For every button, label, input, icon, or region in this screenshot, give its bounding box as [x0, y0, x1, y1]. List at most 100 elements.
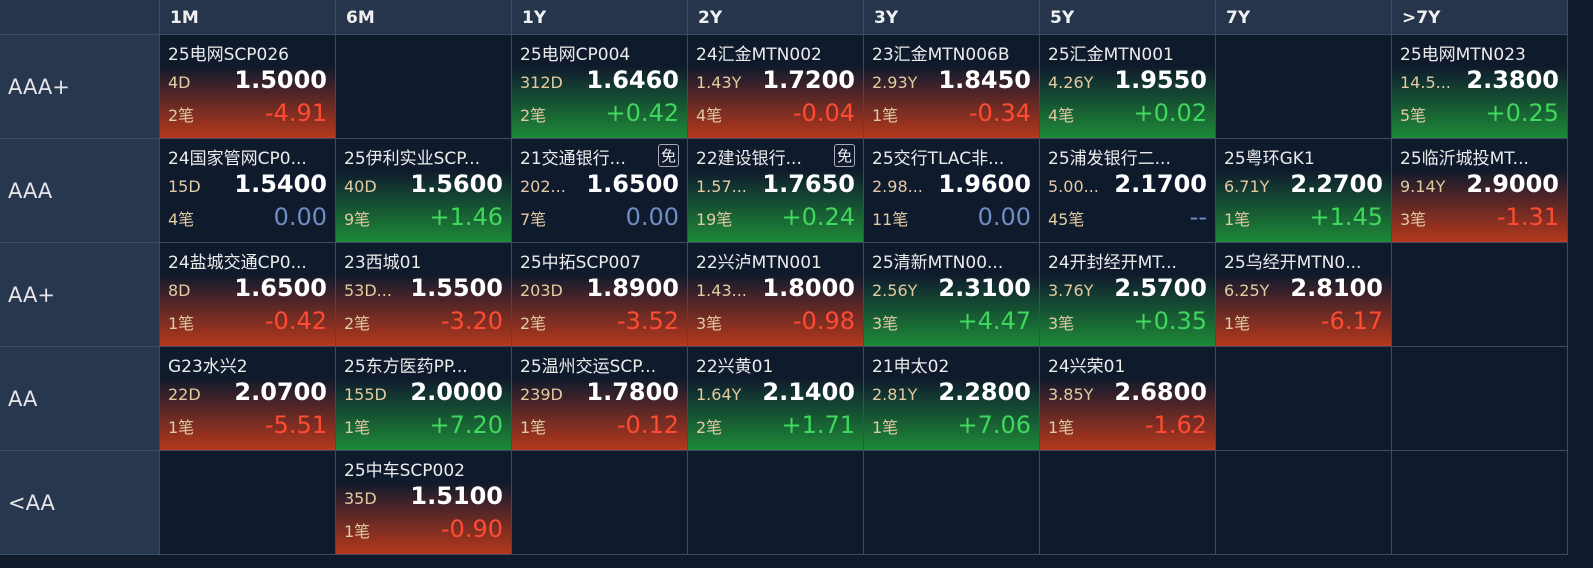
bond-cell[interactable]: 25电网CP004 312D 1.6460 2笔 +0.42	[512, 35, 688, 139]
change-line: 1笔 -6.17	[1224, 307, 1383, 340]
term: 40D	[344, 177, 377, 196]
bond-cell[interactable]: 21申太02 2.81Y 2.2800 1笔 +7.06	[864, 347, 1040, 451]
price-line: 312D 1.6460	[520, 66, 679, 99]
deal-count: 11笔	[872, 210, 909, 229]
bond-cell[interactable]: 22兴黄01 1.64Y 2.1400 2笔 +1.71	[688, 347, 864, 451]
bond-cell[interactable]: 25电网SCP026 4D 1.5000 2笔 -4.91	[160, 35, 336, 139]
deal-count: 3笔	[1400, 210, 1427, 229]
row-label: AAA	[0, 139, 160, 243]
bond-cell[interactable]: 25临沂城投MT... 9.14Y 2.9000 3笔 -1.31	[1392, 139, 1568, 243]
deal-count: 7笔	[520, 210, 547, 229]
bond-cell[interactable]: 21交通银行... 免 202... 1.6500 7笔 0.00	[512, 139, 688, 243]
row-label: AAA+	[0, 35, 160, 139]
deal-count: 4笔	[168, 210, 195, 229]
change: +0.35	[1133, 307, 1207, 335]
term: 1.64Y	[696, 385, 742, 404]
price: 1.7800	[586, 378, 679, 406]
deal-count: 4笔	[1048, 106, 1075, 125]
price-line: 40D 1.5600	[344, 170, 503, 203]
change: +0.02	[1133, 99, 1207, 127]
deal-count: 45笔	[1048, 210, 1085, 229]
bond-name: 23西城01	[344, 253, 422, 273]
bond-cell[interactable]: 23西城01 53D... 1.5500 2笔 -3.20	[336, 243, 512, 347]
bond-cell[interactable]: G23水兴2 22D 2.0700 1笔 -5.51	[160, 347, 336, 451]
price-line: 8D 1.6500	[168, 274, 327, 307]
row-label: AA+	[0, 243, 160, 347]
bond-cell[interactable]: 25东方医药PP... 155D 2.0000 1笔 +7.20	[336, 347, 512, 451]
bond-cell[interactable]: 22建设银行... 免 1.57... 1.7650 19笔 +0.24	[688, 139, 864, 243]
bond-name: 25伊利实业SCP...	[344, 149, 481, 169]
bond-cell[interactable]: 24国家管网CP0... 15D 1.5400 4笔 0.00	[160, 139, 336, 243]
bond-name: 25中拓SCP007	[520, 253, 641, 273]
price: 2.3100	[938, 274, 1031, 302]
bond-cell[interactable]: 25电网MTN023 14.5... 2.3800 5笔 +0.25	[1392, 35, 1568, 139]
price-line: 2.56Y 2.3100	[872, 274, 1031, 307]
empty-cell	[1392, 451, 1568, 555]
price: 1.9550	[1114, 66, 1207, 94]
bond-cell[interactable]: 24兴荣01 3.85Y 2.6800 1笔 -1.62	[1040, 347, 1216, 451]
bond-cell[interactable]: 24开封经开MT... 3.76Y 2.5700 3笔 +0.35	[1040, 243, 1216, 347]
row-label: AA	[0, 347, 160, 451]
price: 2.1700	[1114, 170, 1207, 198]
term: 2.81Y	[872, 385, 918, 404]
bond-cell[interactable]: 22兴泸MTN001 1.43... 1.8000 3笔 -0.98	[688, 243, 864, 347]
bond-name: 22兴黄01	[696, 357, 774, 377]
bond-name: G23水兴2	[168, 357, 248, 377]
change-line: 3笔 -1.31	[1400, 203, 1559, 236]
bond-name: 25电网SCP026	[168, 45, 289, 65]
price-line: 1.43... 1.8000	[696, 274, 855, 307]
column-header: 6M	[336, 0, 512, 35]
price-line: 2.81Y 2.2800	[872, 378, 1031, 411]
bond-cell[interactable]: 25汇金MTN001 4.26Y 1.9550 4笔 +0.02	[1040, 35, 1216, 139]
bond-cell[interactable]: 25温州交运SCP... 239D 1.7800 1笔 -0.12	[512, 347, 688, 451]
deal-count: 2笔	[168, 106, 195, 125]
price: 1.8000	[762, 274, 855, 302]
change-line: 7笔 0.00	[520, 203, 679, 236]
deal-count: 1笔	[344, 522, 371, 541]
deal-count: 1笔	[168, 418, 195, 437]
bond-cell[interactable]: 25粤环GK1 6.71Y 2.2700 1笔 +1.45	[1216, 139, 1392, 243]
bond-name: 21申太02	[872, 357, 950, 377]
price-line: 203D 1.8900	[520, 274, 679, 307]
term: 312D	[520, 73, 563, 92]
term: 2.93Y	[872, 73, 918, 92]
deal-count: 1笔	[168, 314, 195, 333]
price-line: 1.64Y 2.1400	[696, 378, 855, 411]
term: 8D	[168, 281, 191, 300]
price: 1.5500	[410, 274, 503, 302]
change-line: 1笔 +1.45	[1224, 203, 1383, 236]
bond-cell[interactable]: 25中车SCP002 35D 1.5100 1笔 -0.90	[336, 451, 512, 555]
bond-cell[interactable]: 25浦发银行二... 5.00... 2.1700 45笔 --	[1040, 139, 1216, 243]
change-line: 3笔 -0.98	[696, 307, 855, 340]
change-line: 1笔 +7.20	[344, 411, 503, 444]
bond-name: 25粤环GK1	[1224, 149, 1315, 169]
bond-cell[interactable]: 25中拓SCP007 203D 1.8900 2笔 -3.52	[512, 243, 688, 347]
bond-cell[interactable]: 24盐城交通CP0... 8D 1.6500 1笔 -0.42	[160, 243, 336, 347]
bond-name: 25清新MTN00...	[872, 253, 1004, 273]
price: 1.6500	[586, 170, 679, 198]
price-line: 9.14Y 2.9000	[1400, 170, 1559, 203]
change-line: 2笔 -3.20	[344, 307, 503, 340]
bond-cell[interactable]: 24汇金MTN002 1.43Y 1.7200 4笔 -0.04	[688, 35, 864, 139]
deal-count: 2笔	[344, 314, 371, 333]
change-line: 1笔 -1.62	[1048, 411, 1207, 444]
bond-name: 25电网CP004	[520, 45, 631, 65]
change: -0.98	[792, 307, 855, 335]
bond-cell[interactable]: 25伊利实业SCP... 40D 1.5600 9笔 +1.46	[336, 139, 512, 243]
change: +0.25	[1485, 99, 1559, 127]
change: -4.91	[264, 99, 327, 127]
empty-cell	[512, 451, 688, 555]
bond-name: 25中车SCP002	[344, 461, 465, 481]
price: 1.6500	[234, 274, 327, 302]
column-header: >7Y	[1392, 0, 1568, 35]
change: -0.42	[264, 307, 327, 335]
bond-cell[interactable]: 25清新MTN00... 2.56Y 2.3100 3笔 +4.47	[864, 243, 1040, 347]
bond-cell[interactable]: 25乌经开MTN0... 6.25Y 2.8100 1笔 -6.17	[1216, 243, 1392, 347]
bond-cell[interactable]: 23汇金MTN006B 2.93Y 1.8450 1笔 -0.34	[864, 35, 1040, 139]
change: +0.42	[605, 99, 679, 127]
change-line: 19笔 +0.24	[696, 203, 855, 236]
term: 1.57...	[696, 177, 747, 196]
bond-cell[interactable]: 25交行TLAC非... 2.98... 1.9600 11笔 0.00	[864, 139, 1040, 243]
change: +1.46	[429, 203, 503, 231]
change-line: 1笔 -0.12	[520, 411, 679, 444]
